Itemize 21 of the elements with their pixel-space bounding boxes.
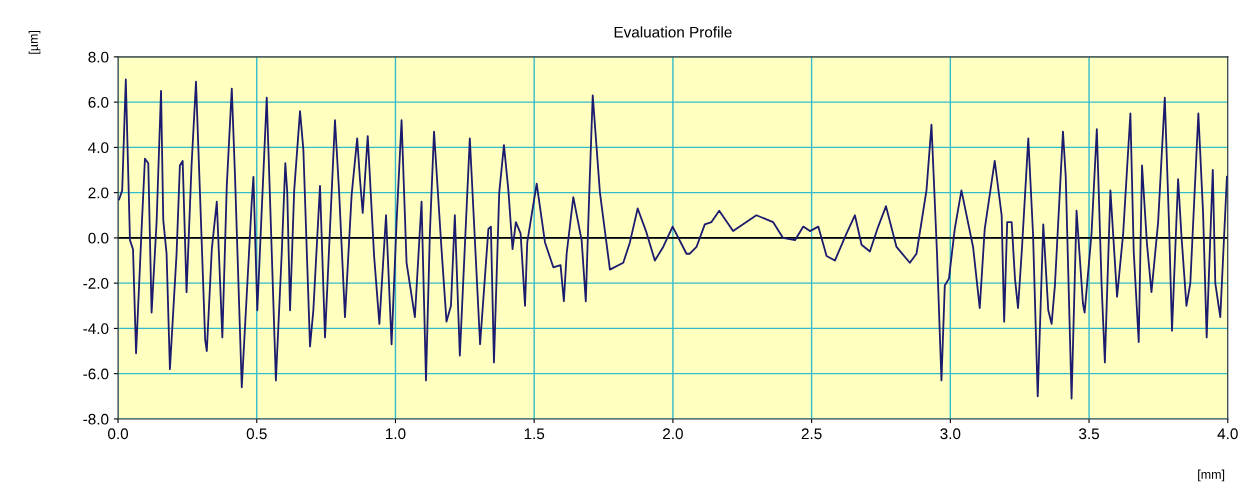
y-tick-label: -8.0 [83, 413, 109, 425]
x-axis-title: [mm] [1198, 469, 1225, 482]
y-tick-label: 0.0 [88, 232, 109, 244]
y-tick-label: -6.0 [83, 368, 109, 380]
y-tick-label: 6.0 [88, 96, 109, 108]
y-axis-title: [µm] [28, 30, 41, 54]
y-tick-label: 4.0 [88, 142, 109, 154]
chart-title: Evaluation Profile [614, 26, 732, 38]
x-tick-label: 0.5 [246, 428, 267, 440]
y-tick-label: 2.0 [88, 187, 109, 199]
x-tick-label: 2.0 [663, 428, 683, 440]
y-tick-label: -4.0 [83, 323, 109, 335]
x-tick-label: 1.0 [386, 428, 406, 440]
y-tick-label: -2.0 [83, 278, 109, 289]
x-tick-label: 4.0 [1217, 428, 1238, 440]
x-tick-label: 0.0 [108, 428, 129, 440]
x-tick-label: 3.0 [940, 428, 961, 440]
y-tick-label: 8.0 [88, 51, 109, 63]
x-tick-label: 2.5 [801, 428, 822, 440]
x-tick-label: 1.5 [524, 428, 545, 440]
x-tick-label: 3.5 [1079, 428, 1100, 440]
